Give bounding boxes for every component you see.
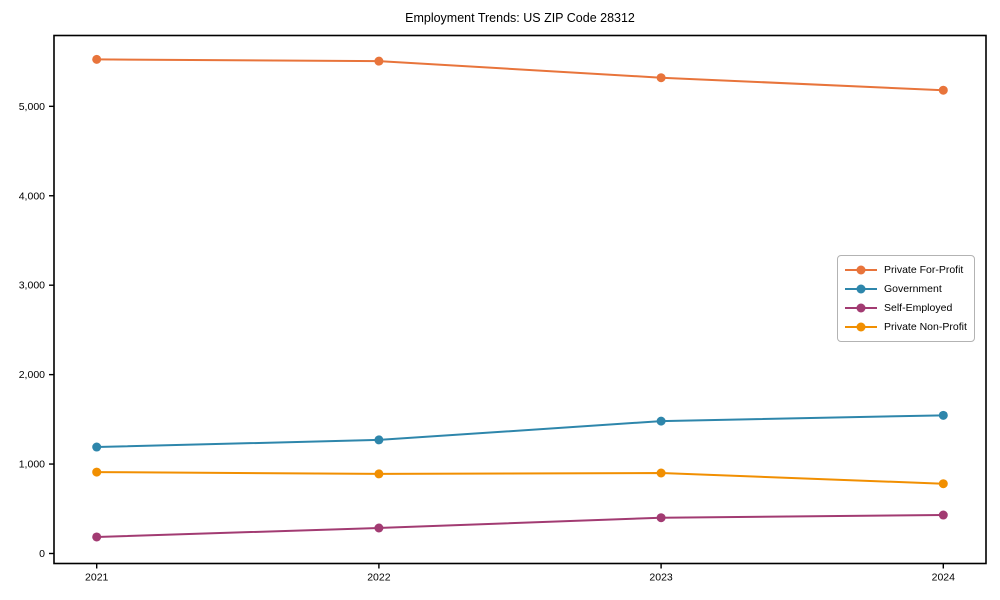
- data-point: [92, 54, 102, 64]
- legend-label: Self-Employed: [884, 302, 953, 315]
- series-line: [96, 471, 944, 485]
- legend-label: Private For-Profit: [884, 263, 964, 276]
- y-tick-label: 4,000: [19, 190, 45, 202]
- data-point: [656, 416, 666, 426]
- x-tick-label: 2021: [85, 572, 109, 584]
- legend-label: Private Non-Profit: [884, 321, 967, 334]
- legend-item-self-employed: Self-Employed: [844, 302, 969, 314]
- line-marker-icon: [845, 284, 877, 294]
- y-tick-label: 5,000: [19, 101, 45, 113]
- data-point: [938, 85, 948, 95]
- y-tick-label: 1,000: [19, 459, 45, 471]
- data-point: [374, 469, 384, 479]
- legend-item-government: Government: [844, 283, 969, 295]
- data-point: [374, 56, 384, 66]
- axes-frame: [53, 34, 987, 565]
- x-tick-label: 2022: [367, 572, 391, 584]
- legend: Private For-Profit Government Self-Emplo…: [837, 255, 975, 342]
- x-tick-label: 2024: [932, 572, 956, 584]
- legend-label: Government: [884, 282, 942, 295]
- data-point: [92, 532, 102, 542]
- y-tick-label: 2,000: [19, 369, 45, 381]
- data-point: [374, 523, 384, 533]
- line-marker-icon: [845, 322, 877, 332]
- line-marker-icon: [845, 303, 877, 313]
- chart-title: Employment Trends: US ZIP Code 28312: [405, 11, 635, 25]
- data-point: [938, 510, 948, 520]
- data-point: [656, 513, 666, 523]
- data-point: [938, 410, 948, 420]
- legend-item-private-non-profit: Private Non-Profit: [844, 321, 969, 333]
- legend-item-private-for-profit: Private For-Profit: [844, 264, 969, 276]
- data-point: [938, 479, 948, 489]
- data-point: [656, 468, 666, 478]
- series-line: [96, 514, 944, 538]
- line-marker-icon: [845, 265, 877, 275]
- x-tick-label: 2023: [649, 572, 673, 584]
- data-point: [656, 73, 666, 83]
- data-point: [92, 467, 102, 477]
- series-line: [96, 414, 944, 449]
- series-line: [96, 58, 944, 92]
- data-point: [374, 435, 384, 445]
- y-tick-label: 0: [39, 548, 45, 560]
- y-tick-label: 3,000: [19, 280, 45, 292]
- data-point: [92, 442, 102, 452]
